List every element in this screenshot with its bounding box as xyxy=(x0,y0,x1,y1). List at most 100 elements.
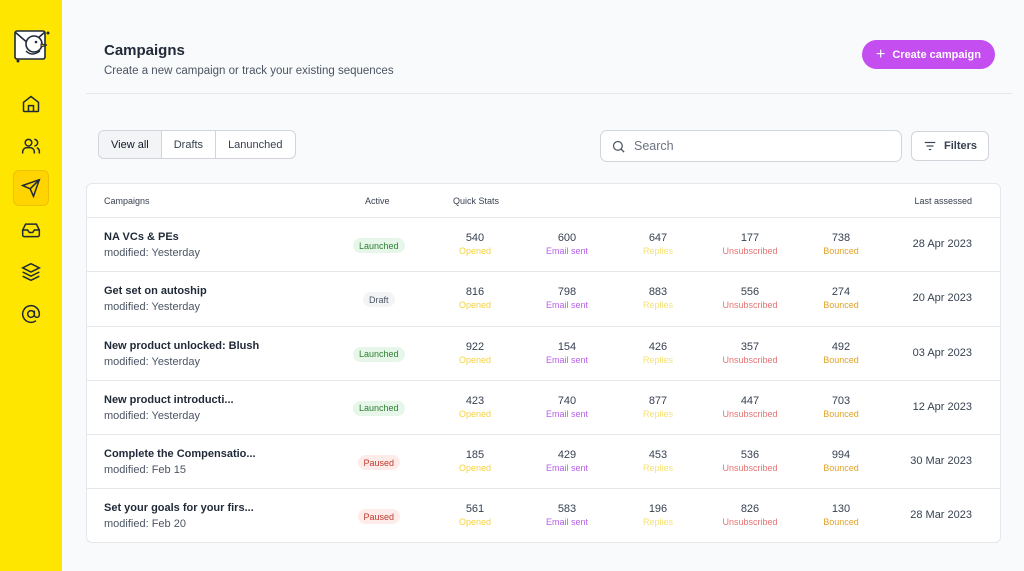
nav-home[interactable] xyxy=(13,86,49,122)
table-row[interactable]: Complete the Compensatio... modified: Feb… xyxy=(87,435,1000,490)
stat-opened: 540 Opened xyxy=(435,232,515,256)
campaign-modified: modified: Feb 20 xyxy=(104,518,186,531)
nav-layers[interactable] xyxy=(13,254,49,290)
search-box[interactable] xyxy=(600,130,902,162)
stat-label: Unsubscribed xyxy=(722,246,778,256)
stat-value: 647 xyxy=(648,232,668,244)
status-badge: Launched xyxy=(353,400,405,416)
stat-bounced: 130 Bounced xyxy=(801,503,881,527)
search-input[interactable] xyxy=(634,139,884,153)
stat-sent: 600 Email sent xyxy=(527,232,607,256)
stat-label: Email sent xyxy=(545,354,589,365)
stat-replies: 196 Replies xyxy=(618,503,698,527)
stat-label: Unsubscribed xyxy=(722,408,778,419)
stat-value: 994 xyxy=(831,449,851,462)
stat-value: 185 xyxy=(465,449,485,462)
stat-opened: 561 Opened xyxy=(435,503,515,527)
stat-value: 423 xyxy=(465,394,485,407)
last-assessed-date: 30 Mar 2023 xyxy=(910,455,972,468)
stat-label: Email sent xyxy=(545,517,589,528)
stat-opened: 922 Opened xyxy=(435,341,515,365)
filters-button[interactable]: Filters xyxy=(911,131,989,161)
stat-label: Email sent xyxy=(545,300,589,311)
stat-label: Replies xyxy=(642,517,673,528)
status-badge: Launched xyxy=(353,346,405,362)
stat-opened: 816 Opened xyxy=(435,286,515,310)
nav-inbox[interactable] xyxy=(13,212,49,248)
home-icon xyxy=(22,95,40,113)
plus-icon: + xyxy=(876,45,886,63)
stat-bounced: 274 Bounced xyxy=(801,286,881,310)
stat-sent: 798 Email sent xyxy=(527,286,607,310)
stat-label: Email sent xyxy=(545,246,589,256)
stat-label: Bounced xyxy=(823,300,859,311)
stat-label: Replies xyxy=(642,354,673,365)
table-row[interactable]: NA VCs & PEs modified: Yesterday Launched … xyxy=(87,218,1000,273)
stat-opened: 423 Opened xyxy=(435,395,515,419)
layers-icon xyxy=(21,262,41,282)
stat-label: Opened xyxy=(458,300,492,311)
stat-unsub: 177 Unsubscribed xyxy=(710,232,790,256)
stat-value: 426 xyxy=(648,340,668,353)
table-header: Campaigns Active Quick Stats Last assess… xyxy=(87,184,1000,218)
stat-value: 154 xyxy=(557,340,577,353)
stat-value: 536 xyxy=(740,449,760,462)
stat-label: Unsubscribed xyxy=(722,354,778,365)
status-badge: Paused xyxy=(357,455,401,471)
stat-value: 561 xyxy=(465,503,485,516)
stat-sent: 740 Email sent xyxy=(527,395,607,419)
table-row[interactable]: New product introducti... modified: Yeste… xyxy=(87,381,1000,436)
create-campaign-button[interactable]: + Create campaign xyxy=(862,40,995,69)
campaign-name[interactable]: Set your goals for your firs... xyxy=(104,502,254,515)
page-title: Campaigns xyxy=(104,42,185,59)
table-body: NA VCs & PEs modified: Yesterday Launched … xyxy=(87,218,1000,542)
header-last-assessed: Last assessed xyxy=(914,196,972,206)
stat-value: 798 xyxy=(557,286,577,299)
last-assessed-date: 12 Apr 2023 xyxy=(912,400,972,413)
brand-logo[interactable] xyxy=(12,27,52,65)
stat-label: Bounced xyxy=(823,354,859,365)
tab-view-all[interactable]: View all xyxy=(99,131,162,158)
table-row[interactable]: New product unlocked: Blush modified: Yes… xyxy=(87,327,1000,381)
campaign-modified: modified: Yesterday xyxy=(104,355,201,368)
campaign-name[interactable]: Get set on autoship xyxy=(104,285,207,298)
stat-value: 877 xyxy=(648,394,668,407)
tab-drafts[interactable]: Drafts xyxy=(162,131,217,158)
table-row[interactable]: Set your goals for your firs... modified:… xyxy=(87,489,1000,542)
stat-value: 816 xyxy=(465,286,485,299)
stat-label: Email sent xyxy=(545,463,589,474)
stat-label: Bounced xyxy=(823,463,859,474)
campaign-modified: modified: Feb 15 xyxy=(104,464,186,477)
campaign-name[interactable]: Complete the Compensatio... xyxy=(104,448,256,461)
nav-users[interactable] xyxy=(13,128,49,164)
tab-launched[interactable]: Lanunched xyxy=(228,138,283,151)
stat-label: Unsubscribed xyxy=(722,463,778,474)
campaign-modified: modified: Yesterday xyxy=(104,301,201,314)
stat-value: 492 xyxy=(831,340,851,353)
search-icon xyxy=(612,140,625,153)
stat-sent: 583 Email sent xyxy=(527,503,607,527)
stat-label: Opened xyxy=(458,463,492,474)
campaign-name[interactable]: New product introducti... xyxy=(104,393,234,406)
stat-label: Replies xyxy=(642,300,673,311)
table-row[interactable]: Get set on autoship modified: Yesterday Dr… xyxy=(87,272,1000,327)
stat-bounced: 994 Bounced xyxy=(801,449,881,473)
stat-value: 883 xyxy=(648,286,668,299)
stat-label: Opened xyxy=(458,354,492,365)
at-icon xyxy=(21,304,41,324)
stat-replies: 453 Replies xyxy=(618,449,698,473)
last-assessed-date: 20 Apr 2023 xyxy=(912,292,972,305)
stat-replies: 877 Replies xyxy=(618,395,698,419)
stat-label: Unsubscribed xyxy=(722,517,778,528)
stat-bounced: 703 Bounced xyxy=(801,395,881,419)
nav-campaigns[interactable] xyxy=(13,170,49,206)
header-active: Active xyxy=(365,196,390,206)
nav-mentions[interactable] xyxy=(13,296,49,332)
stat-replies: 883 Replies xyxy=(618,286,698,310)
campaign-name[interactable]: NA VCs & PEs xyxy=(104,231,179,243)
stat-replies: 647 Replies xyxy=(618,232,698,256)
campaign-name[interactable]: New product unlocked: Blush xyxy=(104,339,260,352)
filters-label: Filters xyxy=(943,140,977,152)
stat-value: 196 xyxy=(648,503,668,516)
header-campaigns: Campaigns xyxy=(104,196,150,206)
